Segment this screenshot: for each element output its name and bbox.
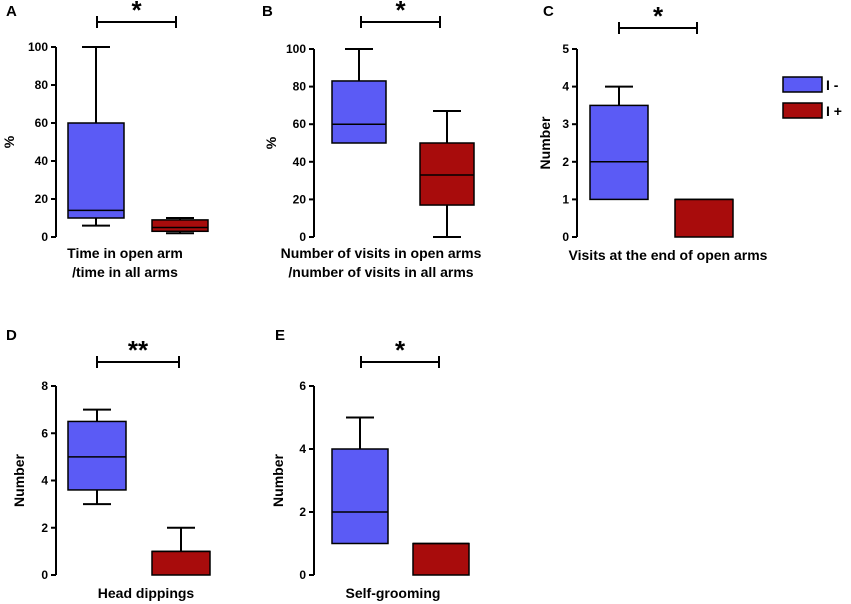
panel-a: A 0 20 40 60 80 100% * Time in open arm/time in … <box>1 0 209 280</box>
panel-letter: E <box>275 327 285 344</box>
y-tick-label: 40 <box>293 155 307 169</box>
y-tick-label: 60 <box>293 117 307 131</box>
legend-swatch <box>782 76 823 93</box>
y-tick-label: 80 <box>293 80 307 94</box>
significance-marker: * <box>395 0 406 25</box>
y-axis-label: Number <box>11 454 27 507</box>
y-tick-label: 0 <box>41 568 48 582</box>
panel-letter: C <box>543 3 554 20</box>
y-tick-label: 0 <box>41 230 48 244</box>
x-axis-label: Self-grooming <box>346 585 441 601</box>
x-axis-label: Head dippings <box>98 585 195 601</box>
x-axis-label: /number of visits in all arms <box>288 264 473 280</box>
box-body <box>151 219 209 233</box>
box-i-minus <box>331 416 389 545</box>
box-i-plus <box>151 217 209 235</box>
panel-e: E 0 2 4 6 Number * Self-grooming <box>270 327 470 601</box>
box-i-minus <box>331 48 387 144</box>
y-tick-label: 2 <box>41 521 48 535</box>
x-axis-label: Time in open arm <box>67 245 183 261</box>
x-axis-label: Number of visits in open arms <box>281 245 482 261</box>
box-i-plus <box>674 198 734 238</box>
y-tick-label: 20 <box>35 192 49 206</box>
box-body <box>67 420 127 491</box>
box-i-minus <box>67 46 125 227</box>
panel-letter: D <box>6 327 17 344</box>
y-axis-label: Number <box>270 454 286 507</box>
y-axis-label: Number <box>537 116 553 169</box>
y-tick-label: 2 <box>562 155 569 169</box>
box-body <box>331 80 387 144</box>
y-tick-label: 4 <box>41 474 48 488</box>
y-tick-label: 4 <box>299 442 306 456</box>
legend-label: I + <box>826 103 842 119</box>
y-tick-label: 0 <box>299 230 306 244</box>
panel-letter: B <box>262 3 273 20</box>
panel-d: D 0 2 4 6 8 Number ** Head dippings <box>6 327 211 601</box>
y-tick-label: 20 <box>293 192 307 206</box>
y-tick-label: 5 <box>562 42 569 56</box>
panel-b: B 0 20 40 60 80 100% * Number of visits in open … <box>262 0 482 280</box>
box-body <box>412 542 470 576</box>
y-tick-label: 0 <box>562 230 569 244</box>
y-tick-label: 40 <box>35 154 49 168</box>
x-axis-label: Visits at the end of open arms <box>569 247 768 263</box>
box-body <box>674 198 734 238</box>
y-tick-label: 2 <box>299 505 306 519</box>
y-tick-label: 3 <box>562 117 569 131</box>
box-body <box>331 448 389 545</box>
legend-item: I + <box>782 102 842 119</box>
legend-swatch <box>782 102 823 119</box>
y-tick-label: 6 <box>41 426 48 440</box>
y-tick-label: 8 <box>41 379 48 393</box>
significance-marker: ** <box>128 335 149 365</box>
y-axis-label: % <box>263 136 279 149</box>
box-body <box>419 142 475 206</box>
y-tick-label: 1 <box>562 192 569 206</box>
y-tick-label: 100 <box>286 42 306 56</box>
box-i-plus <box>151 526 211 576</box>
legend: I - I + <box>782 76 842 119</box>
legend-label: I - <box>826 77 839 93</box>
box-body <box>67 122 125 219</box>
y-tick-label: 80 <box>35 78 49 92</box>
significance-marker: * <box>395 335 406 365</box>
box-i-plus <box>412 542 470 576</box>
y-tick-label: 100 <box>28 40 48 54</box>
y-tick-label: 60 <box>35 116 49 130</box>
y-tick-label: 0 <box>299 568 306 582</box>
box-i-minus <box>589 85 649 201</box>
legend-item: I - <box>782 76 839 93</box>
significance-marker: * <box>653 1 664 31</box>
y-tick-label: 4 <box>562 80 569 94</box>
panel-letter: A <box>6 3 17 20</box>
box-i-plus <box>419 110 475 238</box>
y-tick-label: 6 <box>299 379 306 393</box>
y-axis-label: % <box>1 135 17 148</box>
box-body <box>589 104 649 201</box>
panel-c: C 0 1 2 3 4 5 Number * Visits at the end of open … <box>537 1 768 263</box>
significance-marker: * <box>131 0 142 25</box>
box-i-minus <box>67 408 127 506</box>
x-axis-label: /time in all arms <box>72 264 178 280</box>
box-body <box>151 550 211 576</box>
